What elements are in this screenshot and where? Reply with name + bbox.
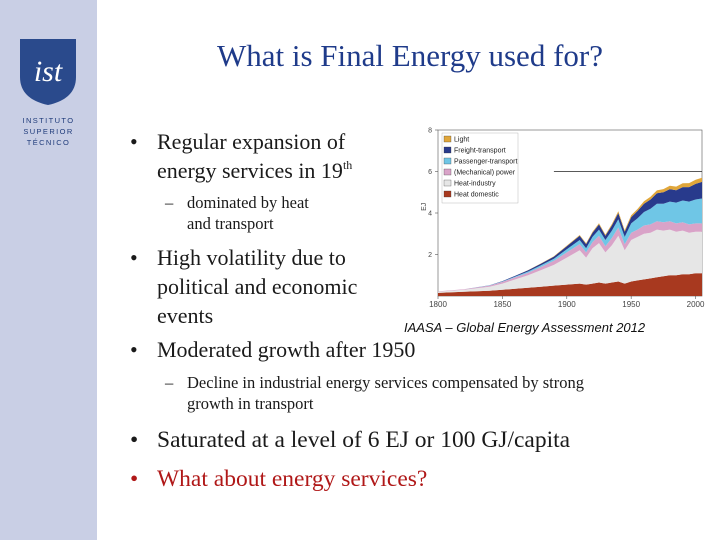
chart-caption: IAASA – Global Energy Assessment 2012 [404, 320, 646, 335]
area-series-0 [438, 273, 702, 296]
slide-title: What is Final Energy used for? [217, 38, 603, 73]
subbullet-1-line2: and transport [187, 214, 274, 233]
subbullet-1-line1: dominated by heat [187, 193, 309, 212]
bullet-2-line3: events [157, 303, 214, 328]
legend-swatch [443, 190, 452, 198]
x-tick-label: 1800 [429, 300, 447, 309]
x-tick-label: 1900 [558, 300, 576, 309]
legend-label: (Mechanical) power [454, 170, 516, 177]
area-series-5 [438, 177, 702, 292]
legend-label: Heat domestic [454, 192, 499, 199]
area-series-1 [438, 229, 702, 293]
bullet-4-text: Saturated at a level of 6 EJ or 100 GJ/c… [157, 427, 571, 453]
bullet-2-line2: political and economic [157, 274, 358, 299]
sidebar: ist INSTITUTO SUPERIOR TÉCNICO [0, 0, 97, 540]
bullet-2: • High volatility due to political and e… [130, 243, 358, 330]
legend-label: Freight-transport [454, 148, 506, 155]
subbullet-dash: – [165, 373, 174, 392]
bullet-1: • Regular expansion of energy services i… [130, 127, 352, 185]
bullet-3-text: Moderated growth after 1950 [157, 337, 416, 362]
y-tick-label: 4 [428, 211, 432, 218]
bullet-5-text: What about energy services? [157, 466, 428, 492]
area-series-4 [438, 181, 702, 292]
subbullet-2-line2: growth in transport [187, 394, 314, 413]
bullet-5: • What about energy services? [130, 465, 428, 494]
bullet-dot: • [130, 466, 139, 492]
logo-text-line1: INSTITUTO [22, 116, 75, 125]
bullet-1-line1: Regular expansion of [157, 129, 346, 154]
bullet-2-line1: High volatility due to [157, 245, 346, 270]
subbullet-2-line1: Decline in industrial energy services co… [187, 373, 584, 392]
bullet-dot: • [130, 129, 138, 154]
bullet-dot: • [130, 427, 139, 453]
ist-logo-icon: ist [20, 39, 76, 105]
energy-chart: 2 4 6 8 1800 1850 1900 1950 2000 EJ Light Freight-t… [421, 128, 705, 310]
bullet-dot: • [130, 337, 138, 362]
subbullet-2: – Decline in industrial energy services … [165, 372, 584, 414]
legend-swatch [443, 157, 452, 165]
legend-swatch [443, 179, 452, 187]
legend-box [441, 132, 519, 204]
bullet-4: • Saturated at a level of 6 EJ or 100 GJ… [130, 426, 571, 455]
legend-label: Light [454, 137, 469, 144]
logo-text-line2: SUPERIOR [23, 127, 74, 136]
x-tick-label: 1850 [493, 300, 511, 309]
bullet-3: • Moderated growth after 1950 [130, 335, 416, 364]
area-series-2 [438, 221, 702, 292]
y-tick-label: 8 [428, 128, 432, 135]
svg-text:ist: ist [34, 55, 63, 88]
area-series-3 [438, 198, 702, 292]
legend-swatch [443, 168, 452, 176]
legend-swatch [443, 135, 452, 143]
bullet-1-sup: th [342, 158, 353, 172]
x-tick-label: 2000 [687, 300, 705, 309]
logo-text-line3: TÉCNICO [26, 138, 71, 147]
legend-swatch [443, 146, 452, 154]
bullet-dot: • [130, 245, 138, 270]
y-tick-label: 6 [428, 169, 432, 176]
legend-label: Heat-industry [454, 181, 496, 188]
x-tick-label: 1950 [622, 300, 640, 309]
subbullet-dash: – [165, 193, 174, 212]
legend-label: Passenger-transport [454, 159, 517, 166]
subbullet-1: – dominated by heat and transport [165, 192, 309, 234]
y-axis-label: EJ [421, 203, 428, 211]
y-tick-label: 2 [428, 252, 432, 259]
bullet-1-line2-text: energy services in 19 [157, 158, 343, 183]
bullet-1-line2: energy services in 19th [157, 156, 352, 185]
